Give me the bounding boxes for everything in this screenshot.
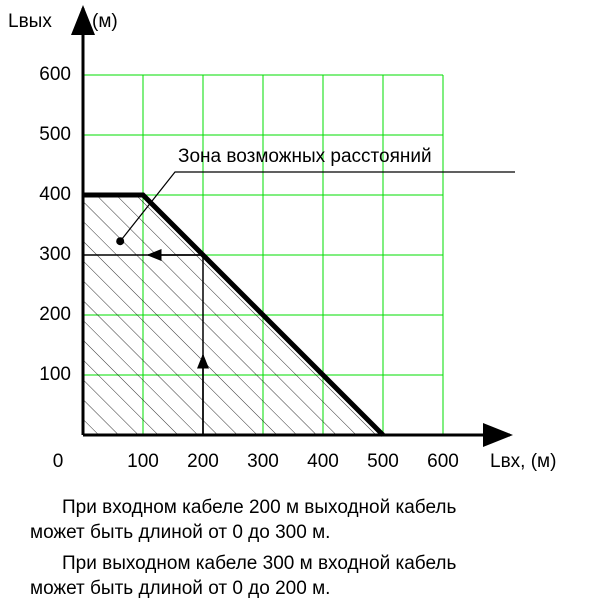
x-tick-label: 0 bbox=[53, 451, 64, 472]
x-tick-label: 500 bbox=[367, 451, 399, 472]
x-tick-label: 600 bbox=[427, 451, 459, 472]
y-axis-unit: (м) bbox=[92, 11, 118, 32]
note: может быть длиной от 0 до 300 м. bbox=[30, 522, 331, 543]
x-axis-label: Lвх, (м) bbox=[490, 451, 556, 472]
y-tick-label: 100 bbox=[39, 364, 71, 385]
y-axis-label: Lвых bbox=[8, 11, 52, 32]
x-tick-label: 200 bbox=[187, 451, 219, 472]
note: При входном кабеле 200 м выходной кабель bbox=[62, 497, 457, 518]
note: может быть длиной от 0 до 200 м. bbox=[30, 578, 331, 599]
y-tick-label: 200 bbox=[39, 304, 71, 325]
y-tick-label: 400 bbox=[39, 184, 71, 205]
annotation-leader bbox=[119, 171, 515, 242]
x-tick-label: 100 bbox=[127, 451, 159, 472]
line bbox=[83, 192, 385, 437]
chart: Lвых (м) Lвх, (м) 0 100 200 300 400 500 600 100… bbox=[8, 5, 556, 472]
x-tick-label: 400 bbox=[307, 451, 339, 472]
annotation-text: Зона возможных расстояний bbox=[178, 146, 432, 167]
y-tick-label: 500 bbox=[39, 124, 71, 145]
y-tick-label: 300 bbox=[39, 244, 71, 265]
note: При выходном кабеле 300 м входной кабель bbox=[62, 553, 457, 574]
y-tick-label: 600 bbox=[39, 64, 71, 85]
x-tick-label: 300 bbox=[247, 451, 279, 472]
